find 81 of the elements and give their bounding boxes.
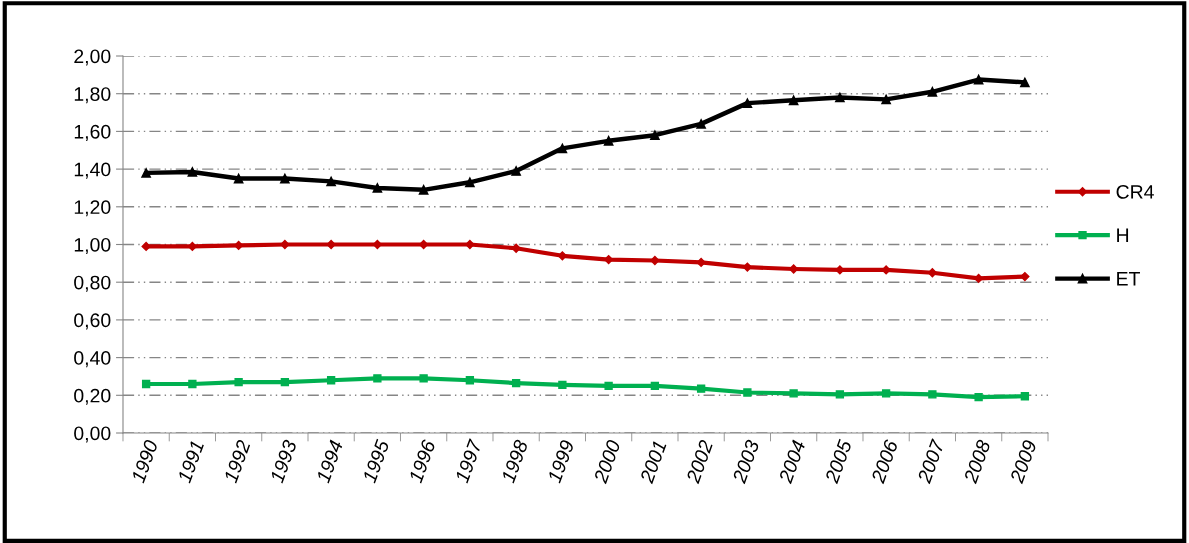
point bbox=[1020, 77, 1030, 88]
x-tick-label: 2000 bbox=[593, 438, 621, 485]
y-tick-label: 2,00 bbox=[74, 49, 111, 66]
point bbox=[696, 384, 706, 393]
point bbox=[650, 381, 660, 391]
point bbox=[187, 167, 198, 177]
point bbox=[326, 376, 336, 385]
x-tick-label: 2004 bbox=[778, 439, 806, 485]
point bbox=[280, 173, 290, 184]
point bbox=[141, 168, 151, 178]
y-tick-label: 0,20 bbox=[74, 388, 111, 405]
point bbox=[927, 268, 937, 278]
point bbox=[557, 251, 567, 261]
point bbox=[650, 130, 660, 141]
x-tick-label: 1990 bbox=[130, 438, 159, 484]
point bbox=[558, 380, 567, 390]
point bbox=[141, 379, 151, 389]
x-tick-label: 2005 bbox=[824, 438, 853, 485]
point bbox=[373, 374, 382, 383]
y-tick-label: 1,20 bbox=[74, 200, 111, 217]
point bbox=[419, 374, 428, 383]
point bbox=[511, 378, 521, 388]
point bbox=[465, 239, 475, 250]
point bbox=[326, 176, 336, 187]
x-tick-label: 1992 bbox=[223, 438, 251, 484]
point bbox=[742, 98, 753, 108]
point bbox=[234, 377, 243, 387]
point bbox=[557, 143, 568, 154]
point bbox=[788, 95, 799, 106]
x-tick-label: 2008 bbox=[963, 438, 991, 485]
x-tick-label: 2001 bbox=[639, 440, 667, 485]
point bbox=[418, 184, 429, 195]
point bbox=[511, 166, 521, 176]
point bbox=[233, 173, 244, 184]
point bbox=[696, 118, 706, 129]
y-tick-label: 0,00 bbox=[74, 426, 111, 443]
x-tick-label: 2002 bbox=[685, 438, 714, 485]
legend-label: H bbox=[1117, 228, 1129, 242]
point bbox=[372, 183, 383, 193]
point bbox=[835, 390, 845, 399]
y-tick-label: 1,80 bbox=[74, 87, 111, 104]
point bbox=[280, 377, 290, 387]
y-tick-label: 1,00 bbox=[74, 237, 111, 255]
x-tick-label: 2009 bbox=[1009, 439, 1038, 485]
x-tick-label: 2006 bbox=[870, 438, 899, 485]
y-tick-label: 1,40 bbox=[74, 162, 111, 179]
point bbox=[789, 389, 798, 398]
point bbox=[973, 74, 984, 85]
y-tick-label: 0,40 bbox=[74, 351, 111, 368]
x-tick-label: 1995 bbox=[362, 438, 390, 484]
point bbox=[927, 86, 938, 97]
point bbox=[465, 177, 475, 188]
x-tick-label: 1997 bbox=[454, 438, 483, 484]
legend-label: CR4 bbox=[1116, 185, 1154, 199]
point bbox=[928, 390, 937, 399]
x-tick-label: 2007 bbox=[916, 438, 945, 485]
point bbox=[1020, 392, 1030, 401]
legend-label: ET bbox=[1117, 272, 1140, 286]
point bbox=[465, 376, 475, 385]
point bbox=[881, 94, 891, 105]
x-tick-label: 1999 bbox=[547, 439, 575, 484]
point bbox=[974, 393, 983, 402]
x-tick-label: 1991 bbox=[177, 440, 205, 484]
point bbox=[603, 135, 614, 146]
point bbox=[326, 239, 336, 250]
y-tick-label: 0,60 bbox=[74, 313, 111, 330]
point bbox=[141, 241, 151, 252]
point bbox=[650, 255, 660, 266]
point bbox=[881, 389, 891, 398]
x-tick-label: 1993 bbox=[269, 438, 298, 484]
x-tick-label: 1996 bbox=[408, 438, 436, 484]
point bbox=[835, 92, 845, 103]
point bbox=[743, 388, 752, 397]
point bbox=[1020, 271, 1030, 282]
x-tick-label: 2003 bbox=[731, 438, 760, 485]
y-tick-label: 1,60 bbox=[74, 124, 111, 141]
y-tick-label: 0,80 bbox=[74, 275, 111, 292]
point bbox=[604, 381, 613, 391]
point bbox=[188, 379, 197, 389]
x-tick-label: 1994 bbox=[315, 439, 344, 484]
x-tick-label: 1998 bbox=[500, 438, 529, 484]
